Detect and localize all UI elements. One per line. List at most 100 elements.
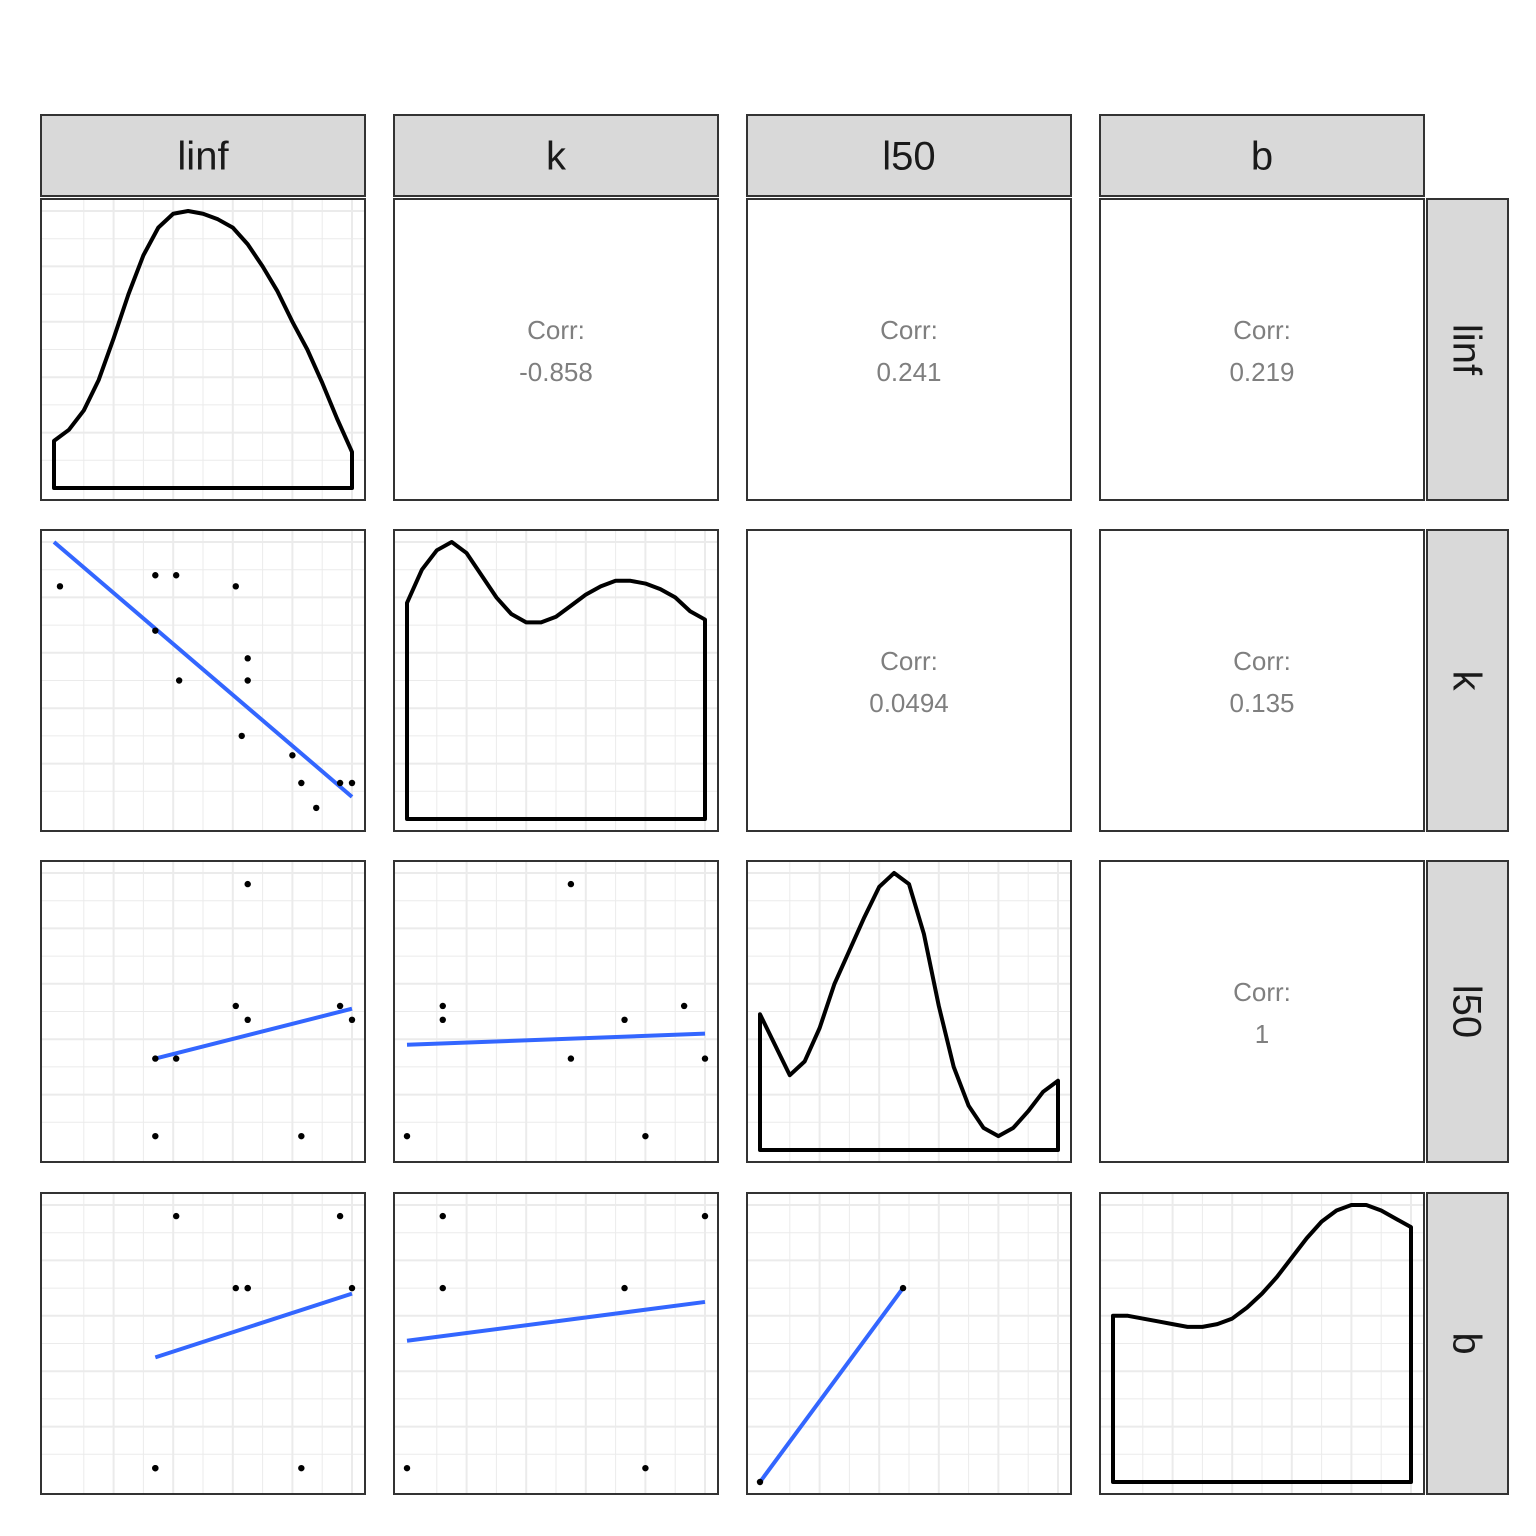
- scatter-point: [232, 1284, 239, 1292]
- scatter-point: [336, 1002, 344, 1010]
- scatter-point: [232, 583, 239, 590]
- strip-right-label: linf: [1445, 324, 1489, 376]
- scatter-point: [244, 880, 251, 888]
- scatter-point: [244, 655, 251, 662]
- strip-right-k: [1426, 529, 1509, 832]
- scatter-point: [567, 1055, 575, 1062]
- scatter-point: [289, 752, 296, 759]
- regression-line-l50-linf: [154, 1006, 353, 1061]
- scatter-point: [348, 779, 356, 787]
- corr-label: Corr:: [1233, 315, 1291, 345]
- corr-panel-bg: [1100, 861, 1424, 1162]
- scatter-point: [439, 1016, 446, 1024]
- strip-top-label: linf: [177, 135, 229, 179]
- strip-top-label: k: [546, 135, 567, 179]
- scatter-point: [680, 1002, 688, 1010]
- scatter-point: [336, 779, 344, 787]
- scatter-point: [403, 1132, 411, 1140]
- panel-border: [1099, 529, 1425, 832]
- panel-border: [40, 529, 366, 832]
- panel-border: [393, 198, 719, 501]
- scatter-point: [56, 583, 64, 590]
- corr-value-k-l50: 0.0494: [869, 688, 949, 718]
- scatter-point: [336, 1212, 344, 1220]
- strip-right-label: b: [1445, 1332, 1489, 1354]
- scatter-point: [701, 1212, 709, 1220]
- density-curve-k: [405, 540, 707, 821]
- scatter-point: [175, 677, 183, 684]
- scatter-point: [298, 1464, 305, 1472]
- scatter-point: [439, 1002, 446, 1010]
- corr-label: Corr:: [1233, 977, 1291, 1007]
- scatter-point: [172, 1212, 180, 1220]
- corr-value-l50-b: 1: [1255, 1019, 1269, 1049]
- scatter-point: [244, 1284, 251, 1292]
- strip-right-b: [1426, 1192, 1509, 1495]
- scatter-point: [621, 1016, 628, 1024]
- scatter-point: [238, 732, 245, 740]
- panel-border: [746, 529, 1072, 832]
- strip-top-b: [1099, 114, 1425, 197]
- scatter-point: [899, 1284, 907, 1292]
- regression-line-b-l50: [758, 1286, 905, 1484]
- scatter-point: [298, 1132, 305, 1140]
- panel-border: [746, 198, 1072, 501]
- scatter-point: [403, 1464, 411, 1472]
- panel-border: [1099, 1192, 1425, 1495]
- scatter-point: [567, 880, 575, 888]
- corr-label: Corr:: [880, 646, 938, 676]
- panel-border: [1099, 860, 1425, 1163]
- scatter-point: [621, 1284, 628, 1292]
- scatter-point: [172, 572, 180, 579]
- corr-panel-bg: [747, 199, 1071, 500]
- panel-border: [746, 1192, 1072, 1495]
- strip-top-l50: [746, 114, 1072, 197]
- scatter-point: [439, 1212, 446, 1220]
- density-curve-linf: [52, 209, 354, 490]
- strip-top-linf: [40, 114, 366, 197]
- scatter-point: [152, 1464, 159, 1472]
- regression-line-l50-k: [406, 1031, 706, 1047]
- corr-value-linf-k: -0.858: [519, 357, 593, 387]
- scatter-point: [152, 1132, 159, 1140]
- corr-panel-bg: [1100, 530, 1424, 831]
- corr-panel-bg: [394, 199, 718, 500]
- corr-panel-bg: [747, 530, 1071, 831]
- scatter-point: [756, 1478, 764, 1486]
- scatter-point: [642, 1464, 649, 1472]
- regression-line-b-k: [406, 1299, 706, 1343]
- scatter-point: [313, 804, 320, 812]
- panel-border: [1099, 198, 1425, 501]
- scatter-point: [701, 1055, 709, 1062]
- strip-right-label: k: [1445, 671, 1489, 692]
- corr-value-k-b: 0.135: [1229, 688, 1294, 718]
- corr-label: Corr:: [880, 315, 938, 345]
- panel-border: [40, 860, 366, 1163]
- scatter-point: [152, 1055, 159, 1062]
- scatter-point: [348, 1016, 356, 1024]
- scatter-point: [439, 1284, 446, 1292]
- panel-border: [393, 860, 719, 1163]
- scatter-point: [232, 1002, 239, 1010]
- panel-border: [40, 1192, 366, 1495]
- corr-panel-bg: [1100, 199, 1424, 500]
- strip-right-linf: [1426, 198, 1509, 501]
- regression-line-k-linf: [52, 540, 354, 799]
- panel-border: [40, 198, 366, 501]
- panel-border: [746, 860, 1072, 1163]
- scatter-point: [172, 1055, 180, 1062]
- regression-line-b-linf: [154, 1291, 353, 1360]
- strip-top-k: [393, 114, 719, 197]
- strip-right-l50: [1426, 860, 1509, 1163]
- corr-value-linf-l50: 0.241: [876, 357, 941, 387]
- scatter-point: [642, 1132, 649, 1140]
- scatter-point: [152, 572, 159, 579]
- strip-top-label: b: [1251, 135, 1273, 179]
- corr-label: Corr:: [1233, 646, 1291, 676]
- strip-top-label: l50: [882, 135, 935, 179]
- scatter-point: [244, 677, 251, 684]
- scatter-point: [348, 1284, 356, 1292]
- scatter-point: [152, 627, 159, 634]
- density-curve-l50: [758, 871, 1060, 1152]
